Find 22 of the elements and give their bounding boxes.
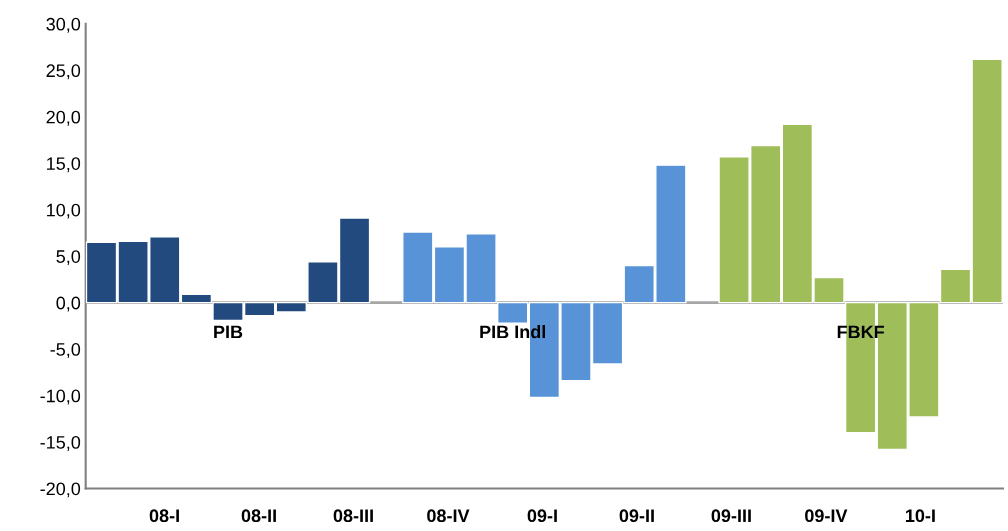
series-label: PIB [214,325,243,339]
series-label: PIB Indl [480,324,546,339]
text: 09-III [711,509,751,523]
text: 09-IV [805,509,848,523]
y-tick-label: -15,0 [40,435,81,451]
y-tick-label: -20,0 [40,482,81,498]
text: 10-I [905,509,935,523]
y-tick-label: 15,0 [47,157,81,173]
text: 08-III [333,509,373,523]
y-tick-label: -10,0 [40,389,81,405]
text: 08-II [241,509,276,523]
text: 09-I [527,509,557,523]
text: 08-I [149,509,179,523]
y-tick-label: 10,0 [47,203,81,219]
text: 08-IV [427,509,470,523]
y-tick-label: -5,0 [50,343,81,358]
text: 09-II [619,509,654,523]
y-tick-label: 20,0 [46,110,81,126]
y-tick-label: 30,0 [46,17,81,33]
y-tick-label: 5,0 [56,250,81,266]
y-tick-label: 0,0 [56,296,81,312]
y-tick-label: 25,0 [46,64,81,80]
